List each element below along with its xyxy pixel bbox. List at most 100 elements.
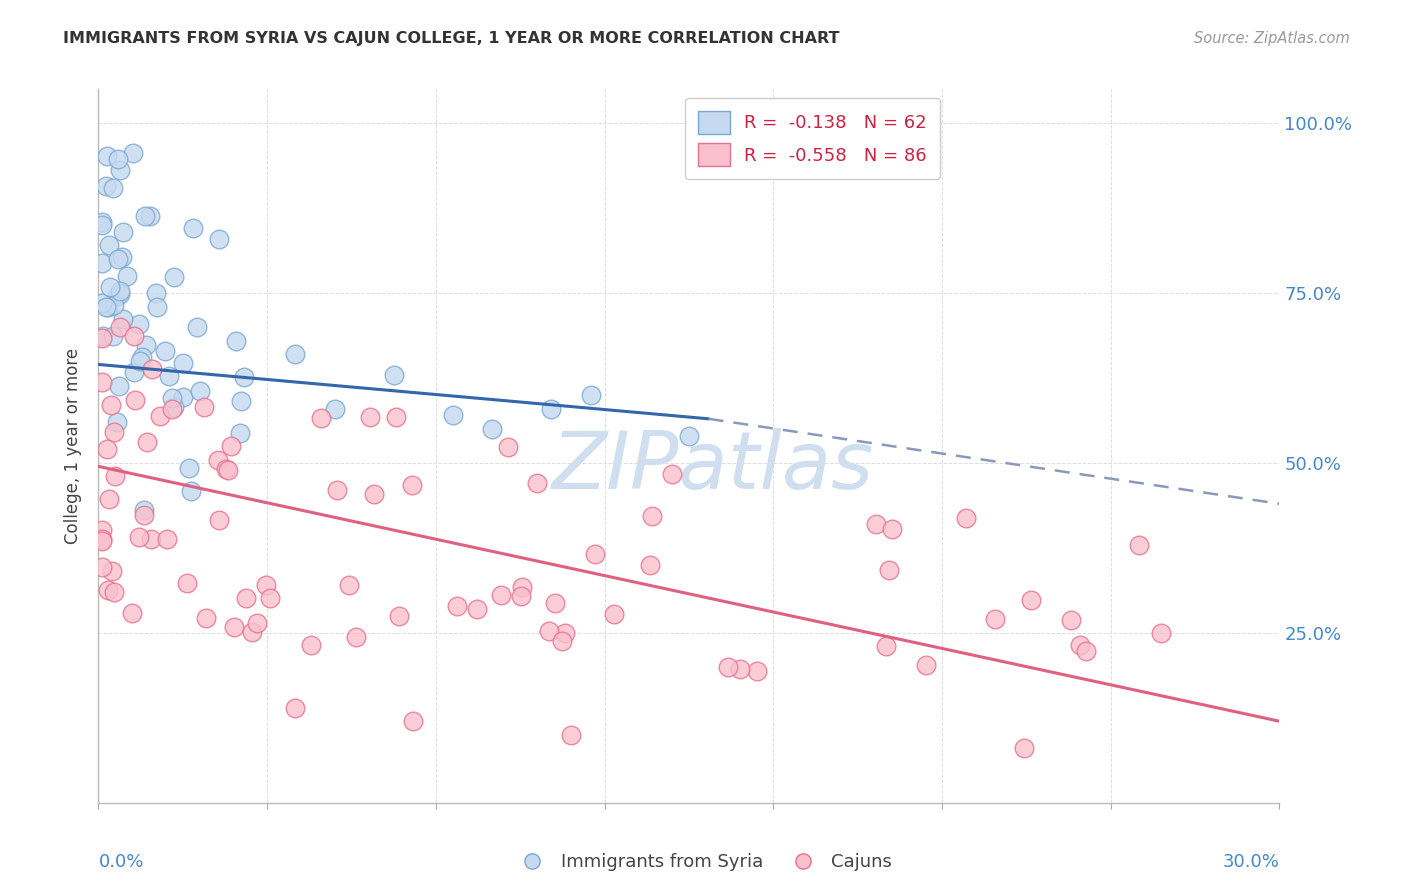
Point [105, 415, 128, 429]
Point [728, 662, 751, 676]
Point [229, 394, 252, 409]
Point [259, 591, 281, 606]
Point [240, 624, 263, 639]
Point [245, 615, 267, 630]
Point [579, 388, 602, 402]
Point [382, 368, 405, 382]
Point [172, 356, 194, 370]
Point [402, 714, 425, 729]
Point [190, 384, 212, 398]
Point [160, 402, 183, 417]
Point [128, 530, 150, 544]
Point [603, 607, 626, 622]
Point [163, 269, 186, 284]
Point [141, 362, 163, 376]
Point [136, 435, 159, 450]
Point [157, 368, 180, 383]
Point [96, 442, 118, 456]
Point [97, 491, 120, 506]
Point [124, 392, 146, 407]
Point [544, 597, 567, 611]
Point [111, 312, 134, 326]
Point [509, 589, 531, 603]
Point [155, 344, 177, 359]
Point [181, 221, 204, 235]
Point [98, 280, 121, 294]
Point [97, 582, 120, 597]
Point [131, 350, 153, 364]
Point [661, 467, 683, 481]
Point [401, 477, 423, 491]
Point [491, 587, 513, 601]
Text: ZIPatlas: ZIPatlas [551, 428, 873, 507]
Point [217, 463, 239, 477]
Point [875, 640, 897, 654]
Point [1074, 644, 1097, 658]
Point [107, 152, 129, 166]
Point [91, 375, 114, 389]
Point [141, 532, 163, 546]
Point [91, 329, 114, 343]
Point [98, 238, 121, 252]
Point [554, 626, 576, 640]
Point [481, 422, 503, 436]
Point [441, 409, 464, 423]
Point [176, 576, 198, 591]
Point [446, 599, 468, 613]
Point [101, 564, 124, 578]
Point [208, 512, 231, 526]
Point [135, 338, 157, 352]
Point [193, 401, 215, 415]
Point [110, 287, 132, 301]
Point [363, 487, 385, 501]
Point [1012, 741, 1035, 756]
Point [207, 232, 229, 246]
Point [1069, 639, 1091, 653]
Point [299, 638, 322, 652]
Point [122, 146, 145, 161]
Point [160, 391, 183, 405]
Point [91, 331, 114, 345]
Point [94, 300, 117, 314]
Text: 0.0%: 0.0% [98, 853, 143, 871]
Point [1060, 614, 1083, 628]
Point [325, 483, 347, 497]
Point [101, 180, 124, 194]
Point [103, 425, 125, 439]
Point [134, 209, 156, 223]
Point [104, 468, 127, 483]
Point [344, 630, 367, 644]
Point [97, 300, 120, 314]
Point [219, 439, 242, 453]
Point [149, 409, 172, 424]
Point [537, 624, 560, 639]
Text: Source: ZipAtlas.com: Source: ZipAtlas.com [1194, 31, 1350, 46]
Point [132, 508, 155, 523]
Point [105, 289, 128, 303]
Point [111, 250, 134, 264]
Point [156, 533, 179, 547]
Point [172, 390, 194, 404]
Point [91, 534, 114, 549]
Point [678, 429, 700, 443]
Point [163, 401, 186, 415]
Point [496, 440, 519, 454]
Point [551, 634, 574, 648]
Point [284, 347, 307, 361]
Point [96, 149, 118, 163]
Point [107, 252, 129, 266]
Point [100, 398, 122, 412]
Point [194, 611, 217, 625]
Point [638, 558, 661, 572]
Point [984, 612, 1007, 626]
Point [865, 516, 887, 531]
Point [232, 369, 254, 384]
Point [138, 209, 160, 223]
Point [103, 585, 125, 599]
Point [128, 317, 150, 331]
Point [91, 218, 114, 232]
Point [1150, 626, 1173, 640]
Point [284, 700, 307, 714]
Point [103, 297, 125, 311]
Point [112, 225, 135, 239]
